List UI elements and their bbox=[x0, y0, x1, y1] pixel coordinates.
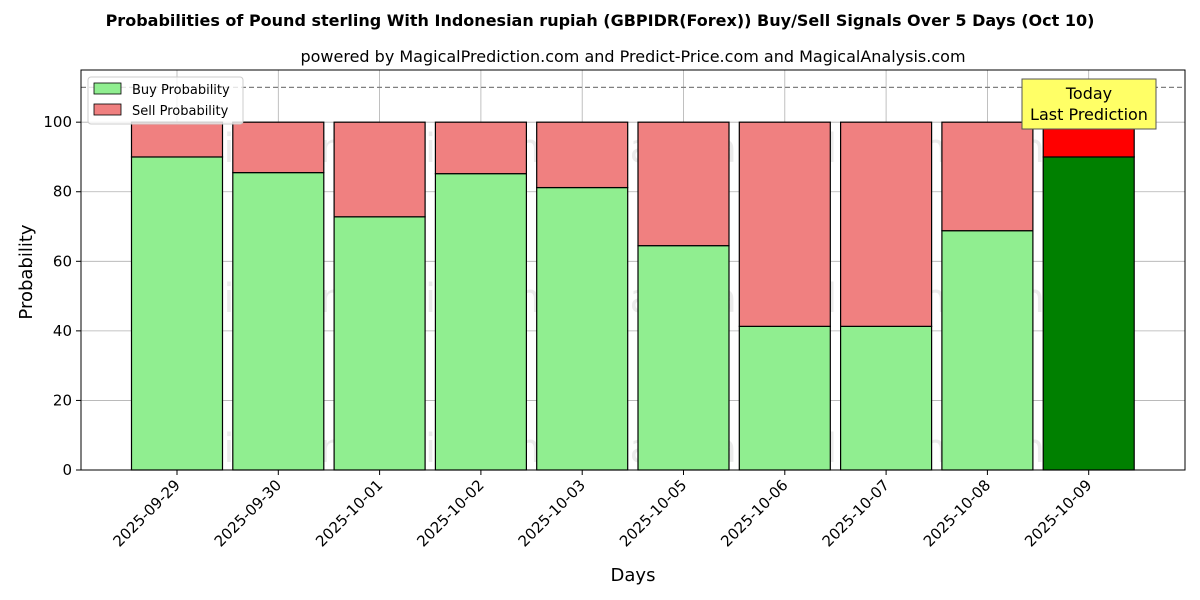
x-tick-label: 2025-10-01 bbox=[312, 476, 386, 550]
y-tick-label: 0 bbox=[62, 461, 72, 479]
x-tick-label: 2025-10-02 bbox=[413, 476, 487, 550]
y-tick-label: 20 bbox=[53, 391, 72, 409]
buy-bar-2025-10-07 bbox=[839, 325, 933, 471]
today-annotation-box bbox=[1021, 78, 1157, 130]
sell-bar-2025-10-01 bbox=[333, 121, 426, 218]
legend-buy-label: Buy Probability bbox=[132, 83, 230, 98]
x-tick-label: 2025-10-03 bbox=[515, 476, 589, 550]
y-tick-label: 40 bbox=[53, 322, 72, 340]
chart-title: Probabilities of Pound sterling With Ind… bbox=[106, 11, 1095, 30]
y-tick-label: 100 bbox=[43, 113, 72, 131]
buy-bar-2025-10-03 bbox=[536, 186, 629, 471]
buy-bar-2025-10-05 bbox=[637, 245, 730, 471]
x-tick-label: 2025-09-29 bbox=[109, 476, 183, 550]
today-annotation-line1: Today bbox=[1065, 84, 1112, 103]
sell-bar-2025-10-08 bbox=[941, 121, 1034, 232]
buy-bar-2025-09-30 bbox=[232, 172, 325, 471]
y-tick-label: 80 bbox=[53, 183, 72, 201]
today-annotation-line2: Last Prediction bbox=[1030, 105, 1148, 124]
sell-bar-2025-10-05 bbox=[637, 121, 730, 247]
buy-bar-2025-09-29 bbox=[130, 156, 224, 471]
x-tick-label: 2025-10-09 bbox=[1021, 476, 1095, 550]
buy-bar-2025-10-08 bbox=[941, 230, 1034, 471]
sell-bar-2025-10-02 bbox=[434, 121, 527, 175]
x-tick-label: 2025-10-06 bbox=[717, 476, 791, 550]
buy-bar-2025-10-09 bbox=[1042, 156, 1135, 471]
sell-bar-2025-09-30 bbox=[232, 121, 325, 174]
x-tick-label: 2025-10-08 bbox=[920, 476, 994, 550]
today-annotation: Today Last Prediction bbox=[1021, 78, 1157, 130]
y-tick-label: 60 bbox=[53, 252, 72, 270]
chart-subtitle: powered by MagicalPrediction.com and Pre… bbox=[300, 47, 965, 66]
plot-frame bbox=[80, 69, 1186, 471]
buy-bar-2025-10-02 bbox=[434, 173, 527, 471]
x-tick-label: 2025-09-30 bbox=[211, 476, 285, 550]
x-tick-label: 2025-10-07 bbox=[819, 476, 893, 550]
y-axis-label: Probability bbox=[16, 224, 37, 319]
x-axis-label: Days bbox=[611, 565, 656, 586]
sell-bar-2025-10-07 bbox=[839, 121, 933, 327]
bars bbox=[130, 121, 1135, 471]
x-tick-label: 2025-10-05 bbox=[616, 476, 690, 550]
sell-bar-2025-10-03 bbox=[536, 121, 629, 189]
buy-bar-2025-10-06 bbox=[738, 325, 831, 471]
legend: Buy Probability Sell Probability bbox=[87, 76, 244, 125]
legend-box bbox=[87, 76, 244, 125]
sell-bar-2025-10-06 bbox=[738, 121, 831, 327]
legend-sell-label: Sell Probability bbox=[132, 104, 229, 119]
sell-bar-2025-09-29 bbox=[130, 121, 224, 158]
legend-sell-swatch bbox=[93, 103, 122, 116]
legend-buy-swatch bbox=[93, 82, 122, 95]
axes bbox=[80, 69, 1186, 471]
buy-bar-2025-10-01 bbox=[333, 216, 426, 471]
